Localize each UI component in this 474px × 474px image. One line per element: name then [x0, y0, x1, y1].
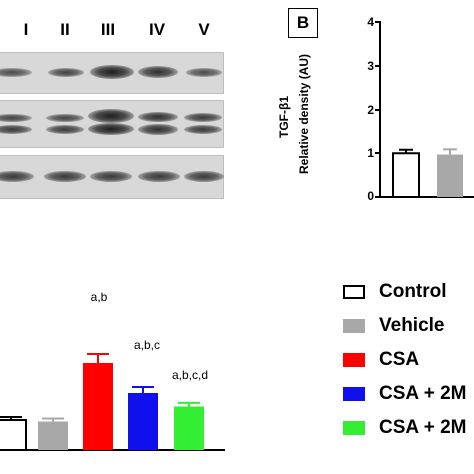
lane-label-1: I: [23, 20, 29, 39]
y-tick-label: 4: [367, 15, 374, 29]
y-tick-label: 1: [367, 146, 374, 160]
blot-band: [48, 68, 84, 77]
legend-swatch: [343, 353, 365, 367]
blot-band: [44, 171, 86, 182]
legend-swatch: [343, 421, 365, 435]
blot-band: [90, 65, 134, 79]
blot-band: [138, 171, 180, 182]
blot-band: [88, 123, 134, 135]
stat-annotation-csa: a,b: [90, 290, 108, 304]
panel-b-label: B: [288, 8, 318, 38]
legend-swatch: [343, 319, 365, 333]
bar-control: [0, 419, 27, 451]
stat-annotation-csa-2m-a: a,b,c: [133, 338, 161, 352]
blot-band: [186, 68, 222, 77]
stat-annotation-csa-2m-b: a,b,c,d: [171, 368, 209, 382]
western-blot-strip-1: [0, 52, 224, 94]
legend-label: CSA: [379, 349, 420, 370]
lane-label-5: V: [198, 20, 210, 39]
legend-label: Control: [379, 281, 447, 302]
blot-band: [0, 171, 34, 182]
legend-label: CSA + 2M: [379, 383, 467, 404]
legend-swatch: [343, 285, 365, 299]
blot-band: [88, 109, 134, 123]
bar-csa: [83, 363, 113, 450]
lane-label-2: II: [60, 20, 70, 39]
legend-item-csa-2m-b: CSA + 2M: [343, 417, 467, 438]
blot-band: [0, 68, 32, 77]
legend-item-csa-2m-a: CSA + 2M: [343, 383, 467, 404]
bar-control: [392, 152, 420, 198]
blot-band: [0, 114, 32, 122]
bar-csa-2m: [128, 393, 158, 450]
blot-band: [184, 171, 224, 182]
blot-band: [0, 125, 32, 134]
legend-item-vehicle: Vehicle: [343, 315, 445, 336]
blot-band: [46, 125, 84, 134]
legend-label: CSA + 2M: [379, 417, 467, 438]
blot-band: [138, 112, 178, 122]
blot-band: [184, 113, 222, 122]
bar-vehicle: [38, 421, 68, 450]
legend-label: Vehicle: [379, 315, 445, 336]
legend-item-csa: CSA: [343, 349, 420, 370]
bar-vehicle: [437, 154, 463, 197]
lane-label-3: III: [100, 20, 116, 39]
y-tick-label: 2: [367, 103, 374, 117]
blot-band: [184, 125, 222, 134]
western-blot-strip-2: [0, 100, 224, 148]
blot-band: [46, 114, 84, 122]
blot-band: [138, 66, 178, 78]
legend-item-control: Control: [343, 281, 447, 302]
y-tick-label: 3: [367, 59, 374, 73]
western-blot-strip-3: [0, 155, 224, 199]
y-tick-label: 0: [367, 189, 374, 203]
legend-swatch: [343, 387, 365, 401]
bar-csa-2m: [174, 406, 204, 450]
lane-label-4: IV: [148, 20, 166, 39]
blot-band: [138, 124, 178, 135]
blot-band: [90, 171, 132, 182]
